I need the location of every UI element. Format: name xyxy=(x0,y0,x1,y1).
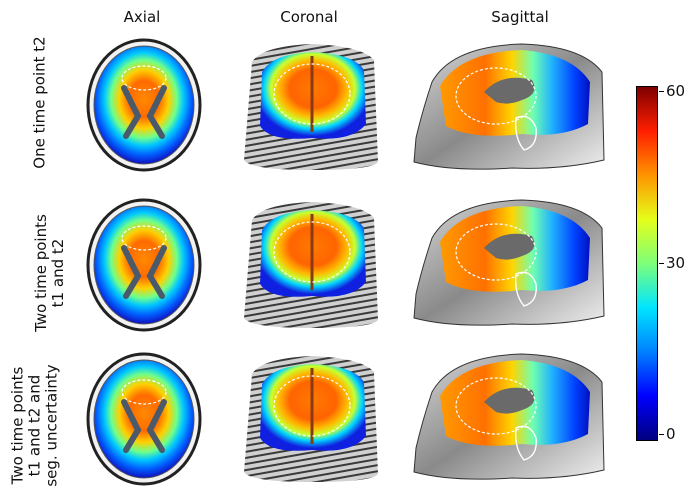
colorbar-label-0: 0 xyxy=(666,425,676,443)
axial-slice-row3 xyxy=(86,352,202,486)
coronal-slice-row2 xyxy=(244,202,378,328)
row-label-3-line2: t1 and t2 and xyxy=(25,374,44,477)
coronal-slice-row3 xyxy=(244,356,378,482)
row-label-3-line1: Two time points xyxy=(8,366,27,485)
colorbar-tick-mid xyxy=(659,263,664,264)
row-label-1: One time point t2 xyxy=(30,23,49,183)
coronal-slice-row1 xyxy=(244,44,378,170)
axial-slice-row2 xyxy=(86,198,202,332)
colorbar-tick-bottom xyxy=(659,434,664,435)
axial-slice-row1 xyxy=(86,38,202,172)
row-label-2-line1: Two time points xyxy=(32,214,50,332)
row-label-1-line1: One time point t2 xyxy=(30,36,49,169)
sagittal-slice-row2 xyxy=(413,199,605,326)
colorbar xyxy=(636,86,658,441)
row-label-2-line2: t1 and t2 xyxy=(49,238,67,308)
row-label-3-line3: seg. uncertainty xyxy=(42,364,61,487)
row-label-2: Two time points t1 and t2 xyxy=(32,203,67,343)
sagittal-slice-row1 xyxy=(413,43,605,170)
colorbar-label-30: 30 xyxy=(666,254,686,272)
column-title-sagittal: Sagittal xyxy=(491,8,549,26)
row-label-3: Two time points t1 and t2 and seg. uncer… xyxy=(8,356,61,496)
column-title-axial: Axial xyxy=(123,8,161,26)
column-title-coronal: Coronal xyxy=(280,8,338,26)
sagittal-slice-row3 xyxy=(413,353,605,480)
colorbar-label-60: 60 xyxy=(666,82,686,100)
colorbar-tick-top xyxy=(659,91,664,92)
